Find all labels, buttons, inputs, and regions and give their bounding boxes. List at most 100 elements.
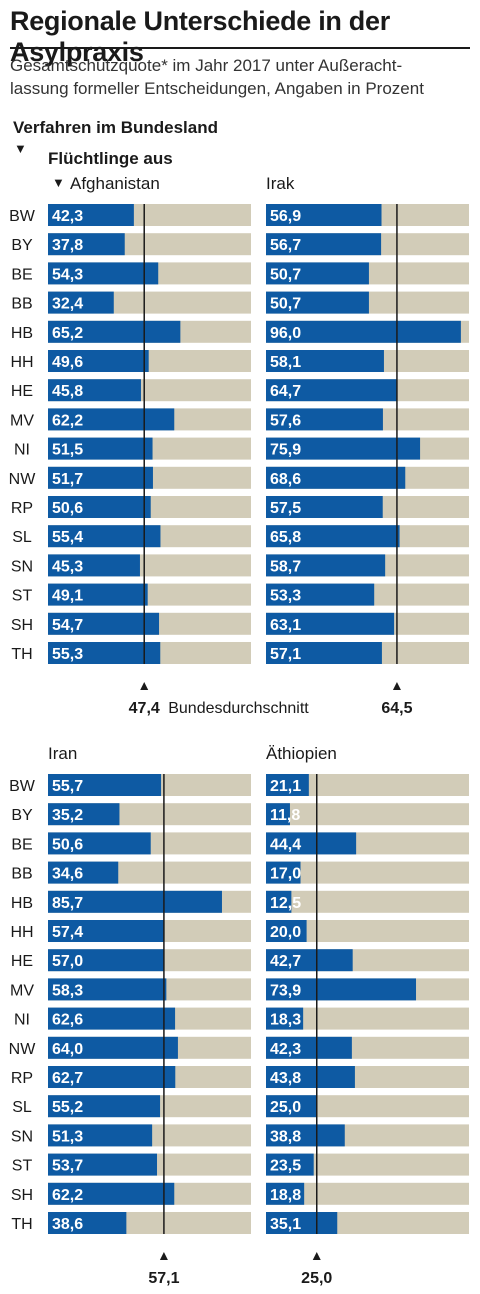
bar xyxy=(266,466,406,489)
bar xyxy=(48,291,114,314)
bar xyxy=(48,320,181,343)
bar xyxy=(48,1153,158,1176)
chart-subtitle: Gesamtschutzquote* im Jahr 2017 unter Au… xyxy=(10,54,470,100)
average-marker-icon xyxy=(392,682,401,690)
data-label: 65,2 xyxy=(52,325,83,342)
category-label: BY xyxy=(11,237,33,254)
category-label: SN xyxy=(11,1128,33,1145)
bar xyxy=(48,612,160,635)
data-label: 85,7 xyxy=(52,895,83,912)
bar xyxy=(48,978,167,1001)
panel-title: Äthiopien xyxy=(266,744,337,763)
bar xyxy=(48,949,164,972)
bar xyxy=(48,496,151,518)
bar xyxy=(48,832,151,855)
category-label: RP xyxy=(11,500,33,517)
category-label: BE xyxy=(11,266,32,283)
chart-title: Regionale Unterschiede in der Asylpraxis xyxy=(10,6,390,67)
data-label: 44,4 xyxy=(270,836,301,853)
bar xyxy=(266,496,383,518)
bar xyxy=(266,890,292,913)
average-value: 47,4 xyxy=(129,700,160,717)
data-label: 50,7 xyxy=(270,266,301,283)
data-label: 38,8 xyxy=(270,1128,301,1145)
data-label: 17,0 xyxy=(270,866,301,883)
data-label: 38,6 xyxy=(52,1216,83,1233)
data-label: 68,6 xyxy=(270,471,301,488)
bar xyxy=(48,1036,178,1059)
bar xyxy=(48,437,153,460)
bar xyxy=(48,1182,175,1205)
bar xyxy=(266,291,369,314)
data-label: 50,6 xyxy=(52,500,83,517)
data-label: 35,1 xyxy=(270,1216,301,1233)
refugees-from-label: Flüchtlinge aus xyxy=(48,149,173,168)
data-label: 35,2 xyxy=(52,807,83,824)
bar xyxy=(48,525,161,548)
bar xyxy=(48,890,222,913)
subtitle-line-1: Gesamtschutzquote* im Jahr 2017 unter Au… xyxy=(10,56,403,75)
data-label: 51,7 xyxy=(52,471,83,488)
bar xyxy=(266,262,369,285)
bar xyxy=(266,1066,355,1088)
bar xyxy=(48,379,141,402)
data-label: 43,8 xyxy=(270,1070,301,1087)
data-label: 49,1 xyxy=(52,588,83,605)
bar xyxy=(266,1036,352,1059)
panel-title: Irak xyxy=(266,174,295,193)
data-label: 55,2 xyxy=(52,1099,83,1116)
panel-title: Afghanistan xyxy=(70,174,160,193)
bar xyxy=(48,466,153,489)
data-label: 64,0 xyxy=(52,1041,83,1058)
category-label: HH xyxy=(10,354,33,371)
panel-title: Iran xyxy=(48,744,77,763)
category-label: TH xyxy=(11,1216,32,1233)
data-label: 42,7 xyxy=(270,953,301,970)
category-label: HH xyxy=(10,924,33,941)
data-label: 23,5 xyxy=(270,1158,301,1175)
category-label: HE xyxy=(11,953,33,970)
category-label: NI xyxy=(14,1012,30,1029)
data-label: 51,5 xyxy=(52,442,83,459)
category-label: SN xyxy=(11,558,33,575)
subtitle-line-2: lassung formeller Entscheidungen, Angabe… xyxy=(10,79,424,98)
category-label: BE xyxy=(11,836,32,853)
average-marker-icon xyxy=(140,682,149,690)
data-label: 53,7 xyxy=(52,1158,83,1175)
data-label: 55,3 xyxy=(52,646,83,663)
category-label: BB xyxy=(11,866,32,883)
bar xyxy=(48,1212,127,1234)
data-label: 50,6 xyxy=(52,836,83,853)
category-label: SH xyxy=(11,617,33,634)
procedure-state-label: Verfahren im Bundesland xyxy=(13,118,218,137)
data-label: 45,3 xyxy=(52,558,83,575)
data-label: 62,2 xyxy=(52,1187,83,1204)
bar xyxy=(48,803,120,826)
data-label: 54,7 xyxy=(52,617,83,634)
category-label: MV xyxy=(10,412,34,429)
category-label: NW xyxy=(9,471,37,488)
category-label: ST xyxy=(12,588,33,605)
data-label: 54,3 xyxy=(52,266,83,283)
category-label: TH xyxy=(11,646,32,663)
data-label: 32,4 xyxy=(52,296,83,313)
bar xyxy=(266,1095,317,1118)
data-label: 62,2 xyxy=(52,412,83,429)
bar xyxy=(48,350,149,372)
data-label: 53,3 xyxy=(270,588,301,605)
average-value: 25,0 xyxy=(301,1270,332,1287)
data-label: 45,8 xyxy=(52,383,83,400)
bar xyxy=(266,583,375,606)
category-label: BB xyxy=(11,296,32,313)
category-label: BY xyxy=(11,807,33,824)
category-label: ST xyxy=(12,1158,33,1175)
bar xyxy=(48,1066,176,1088)
data-label: 96,0 xyxy=(270,325,301,342)
bar xyxy=(266,949,353,972)
data-label: 57,0 xyxy=(52,953,83,970)
bar xyxy=(266,1182,305,1205)
bar xyxy=(48,1124,153,1147)
down-triangle-icon: ▼ xyxy=(52,175,65,190)
bar xyxy=(266,1153,314,1176)
bar xyxy=(48,1095,161,1118)
